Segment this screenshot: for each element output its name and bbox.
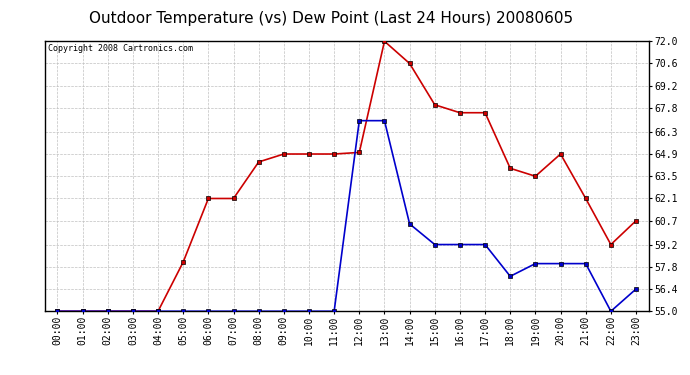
Text: Outdoor Temperature (vs) Dew Point (Last 24 Hours) 20080605: Outdoor Temperature (vs) Dew Point (Last… xyxy=(89,11,573,26)
Text: Copyright 2008 Cartronics.com: Copyright 2008 Cartronics.com xyxy=(48,44,193,53)
